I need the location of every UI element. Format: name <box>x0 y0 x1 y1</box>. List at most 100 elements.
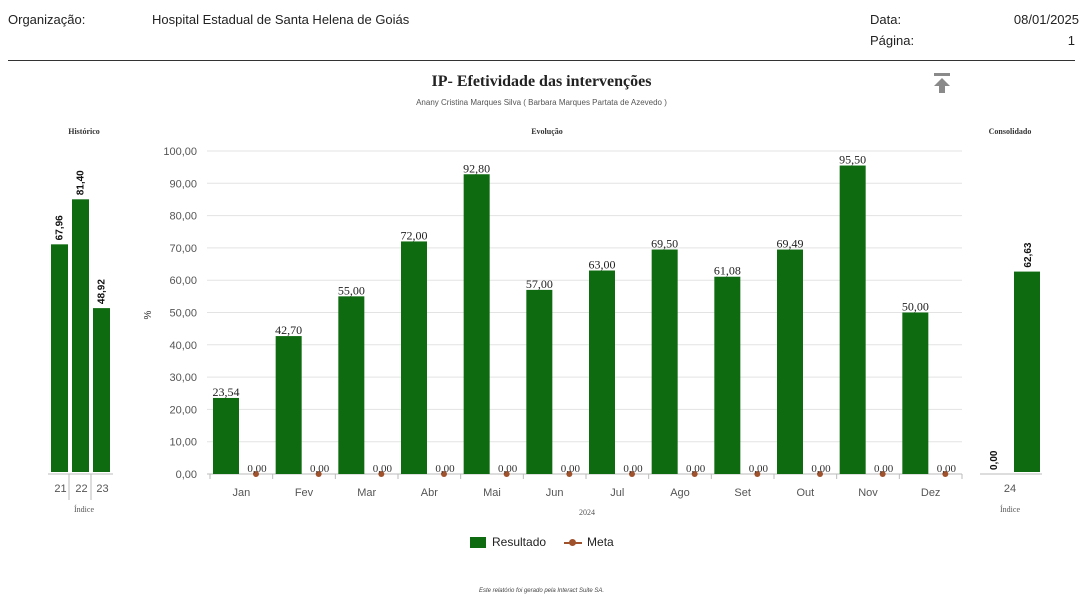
resultado-bar-Mar <box>338 296 365 474</box>
resultado-value-label: 63,00 <box>589 258 616 272</box>
meta-value-label: 0,00 <box>373 463 393 475</box>
chart-title: IP- Efetividade das intervenções <box>431 73 652 90</box>
y-tick-label: 40,00 <box>169 340 197 352</box>
y-tick-label: 80,00 <box>169 211 197 223</box>
x-tick-label: Set <box>734 487 751 499</box>
meta-value-label: 0,00 <box>686 463 706 475</box>
resultado-value-label: 23,54 <box>213 385 240 399</box>
org-value: Hospital Estadual de Santa Helena de Goi… <box>152 12 410 27</box>
meta-value-label: 0,00 <box>749 463 769 475</box>
x-tick-label: Ago <box>670 487 690 499</box>
report-footer: Este relatório foi gerado pela Interact … <box>478 588 605 594</box>
resultado-value-label: 50,00 <box>902 300 929 314</box>
page-label: Página: <box>870 33 915 48</box>
meta-point-Dez <box>942 471 949 477</box>
y-tick-label: 70,00 <box>169 243 197 255</box>
meta-value-label: 0,00 <box>435 463 455 475</box>
consolidado-title: Consolidado <box>989 127 1032 136</box>
legend-label-resultado: Resultado <box>492 535 547 549</box>
legend-swatch-resultado <box>470 536 486 548</box>
meta-point-Abr <box>441 471 447 477</box>
resultado-value-label: 55,00 <box>338 283 365 297</box>
y-tick-label: 20,00 <box>169 404 197 416</box>
resultado-value-label: 69,49 <box>777 237 804 251</box>
resultado-bar-Dez <box>902 312 929 474</box>
resultado-value-label: 42,70 <box>275 323 302 337</box>
x-tick-label: Fev <box>295 487 314 499</box>
resultado-bar-Abr <box>401 241 427 474</box>
resultado-bar-Mai <box>463 174 490 475</box>
y-tick-label: 0,00 <box>176 469 197 481</box>
date-label: Data: <box>870 12 902 27</box>
print-button[interactable] <box>933 72 951 94</box>
historico-bar-22 <box>72 199 89 472</box>
page-value: 1 <box>1067 33 1075 48</box>
meta-point-Out <box>817 471 823 477</box>
meta-value-label: 0,00 <box>310 463 330 475</box>
historico-value-label: 48,92 <box>97 279 108 304</box>
evolucao-title: Evolução <box>531 127 563 136</box>
consolidado-resultado-label: 62,63 <box>1023 242 1034 267</box>
meta-value-label: 0,00 <box>874 463 894 475</box>
resultado-value-label: 57,00 <box>526 277 553 291</box>
historico-value-label: 81,40 <box>76 170 87 195</box>
resultado-bar-Fev <box>275 336 302 474</box>
meta-point-Jan <box>253 471 259 477</box>
resultado-bar-Jul <box>589 270 615 474</box>
chart-subtitle: Anany Cristina Marques Silva ( Barbara M… <box>416 98 667 107</box>
x-tick-label: Mar <box>357 487 376 499</box>
y-tick-label: 60,00 <box>169 275 197 287</box>
y-tick-label: 50,00 <box>169 308 197 320</box>
org-label: Organização: <box>8 12 86 27</box>
historico-value-label: 67,96 <box>55 215 66 240</box>
meta-value-label: 0,00 <box>561 463 581 475</box>
header-divider <box>8 60 1075 61</box>
resultado-value-label: 72,00 <box>401 228 428 242</box>
x-tick-label: Jan <box>232 487 250 499</box>
date-value: 08/01/2025 <box>1013 12 1079 27</box>
meta-value-label: 0,00 <box>247 463 267 475</box>
legend-item-resultado[interactable]: Resultado <box>470 535 546 549</box>
consolidado-tick-label: 24 <box>1004 483 1016 495</box>
x-tick-label: Out <box>796 487 814 499</box>
x-tick-label: Jul <box>610 487 624 499</box>
resultado-bar-Out <box>777 249 803 474</box>
consolidado-xlabel: Índice <box>1000 504 1020 514</box>
resultado-bar-Nov <box>839 165 866 474</box>
historico-title: Histórico <box>68 127 100 136</box>
consolidado-meta-label: 0,00 <box>989 450 1000 470</box>
meta-point-Set <box>754 471 761 477</box>
x-axis-label: 2024 <box>579 508 595 517</box>
resultado-value-label: 61,08 <box>714 264 741 278</box>
meta-value-label: 0,00 <box>623 463 643 475</box>
x-tick-label: Nov <box>858 487 878 499</box>
y-tick-label: 10,00 <box>169 437 197 449</box>
x-tick-label: Abr <box>421 487 438 499</box>
meta-point-Mai <box>503 471 510 477</box>
resultado-value-label: 92,80 <box>463 161 490 175</box>
legend-item-meta[interactable]: Meta <box>564 535 614 549</box>
resultado-bar-Set <box>714 276 741 474</box>
legend-swatch-meta <box>564 537 583 548</box>
resultado-bar-Jun <box>526 289 553 474</box>
x-tick-label: Jun <box>546 487 564 499</box>
consolidado-resultado-bar <box>1014 271 1040 472</box>
y-tick-label: 100,00 <box>163 146 197 158</box>
historico-tick-label: 22 <box>75 483 87 495</box>
y-tick-label: 90,00 <box>169 178 197 190</box>
meta-point-Jun <box>566 471 573 477</box>
meta-value-label: 0,00 <box>811 463 831 475</box>
resultado-bar-Jan <box>213 397 239 474</box>
meta-value-label: 0,00 <box>937 463 957 475</box>
chart-legend: Resultado Meta <box>470 535 632 549</box>
meta-point-Mar <box>378 471 385 477</box>
meta-point-Ago <box>691 471 698 477</box>
historico-xlabel: Índice <box>74 504 94 514</box>
resultado-value-label: 95,50 <box>839 153 866 167</box>
resultado-bar-Ago <box>651 249 678 474</box>
historico-tick-label: 23 <box>96 483 108 495</box>
x-tick-label: Dez <box>921 487 941 499</box>
historico-bar-23 <box>93 308 110 472</box>
historico-bar-21 <box>51 244 68 472</box>
